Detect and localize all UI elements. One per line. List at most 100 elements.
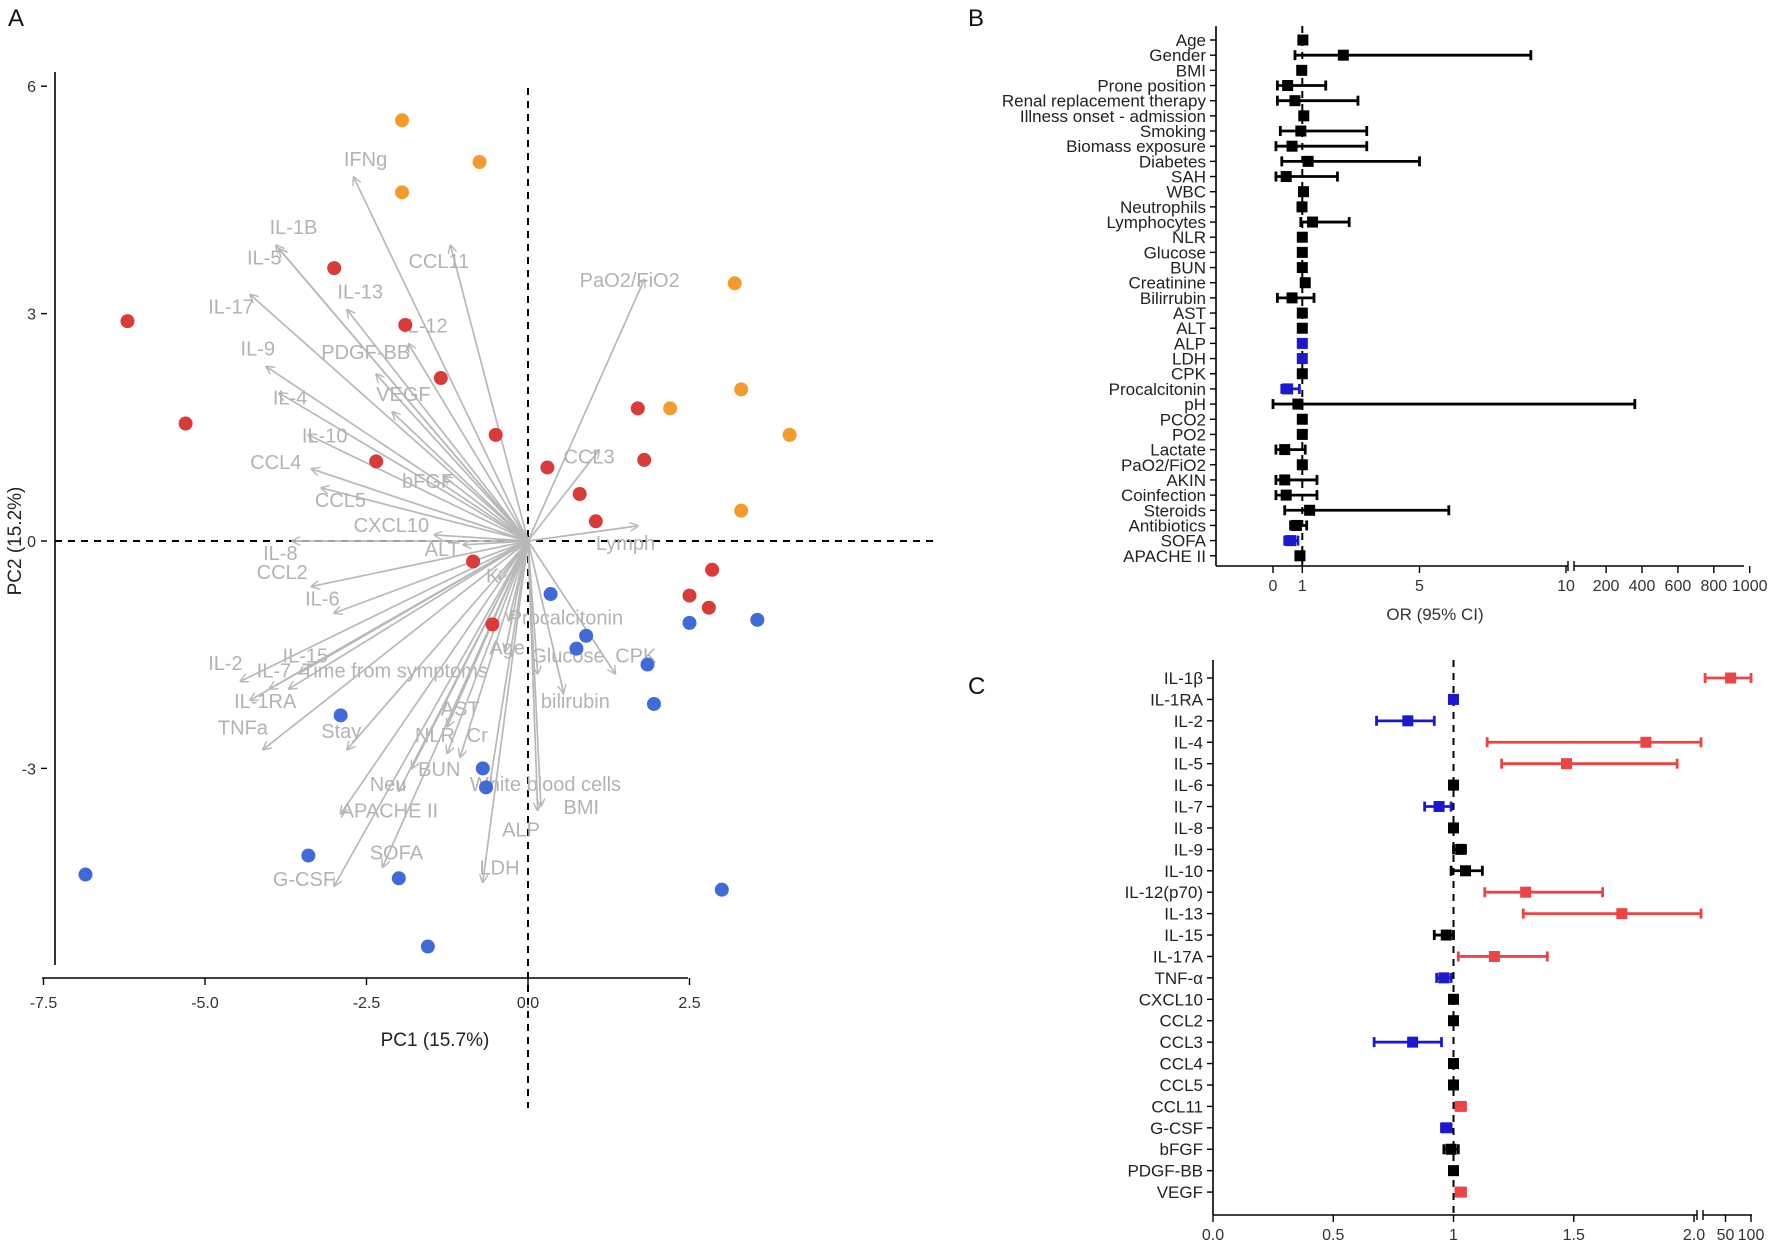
or-marker bbox=[1286, 292, 1298, 304]
or-marker bbox=[1295, 125, 1307, 137]
or-marker bbox=[1448, 1058, 1459, 1070]
data-point-blue bbox=[682, 615, 697, 630]
data-point-blue bbox=[391, 871, 406, 886]
loading-label: PDGF-BB bbox=[321, 342, 410, 364]
loading-label: IL-4 bbox=[273, 388, 307, 410]
row-label: CPK bbox=[1171, 365, 1207, 384]
x-tick-label: 10 bbox=[1557, 578, 1575, 595]
loading-vector bbox=[408, 344, 529, 542]
or-marker bbox=[1296, 64, 1308, 76]
row-label: IL-6 bbox=[1174, 776, 1203, 795]
loading-label: BUN bbox=[418, 759, 460, 781]
or-marker bbox=[1448, 1165, 1459, 1177]
loading-label: SOFA bbox=[370, 842, 424, 864]
loading-label: IL-10 bbox=[302, 425, 348, 447]
loading-vector bbox=[383, 540, 529, 867]
row-label: Gender bbox=[1149, 46, 1206, 65]
loading-label: IL-13 bbox=[337, 281, 383, 303]
data-point-orange bbox=[472, 155, 487, 169]
loading-label: IFNg bbox=[344, 149, 387, 171]
or-marker bbox=[1402, 715, 1414, 727]
data-point-red bbox=[433, 371, 448, 386]
or-marker bbox=[1280, 489, 1292, 501]
or-marker bbox=[1302, 155, 1314, 167]
row-label: IL-17A bbox=[1153, 947, 1204, 966]
row-label: AKIN bbox=[1166, 471, 1206, 490]
or-marker bbox=[1296, 353, 1308, 365]
or-marker bbox=[1448, 1015, 1459, 1027]
data-point-red bbox=[588, 514, 603, 529]
x-tick-label: 1000 bbox=[1732, 578, 1768, 595]
row-label: APACHE II bbox=[1123, 547, 1206, 566]
y-tick-label: 6 bbox=[27, 79, 36, 96]
row-label: AST bbox=[1173, 304, 1206, 323]
row-label: BUN bbox=[1170, 259, 1206, 278]
data-point-orange bbox=[734, 382, 749, 397]
data-point-blue bbox=[78, 867, 93, 882]
data-point-red bbox=[178, 416, 193, 431]
row-label: WBC bbox=[1166, 183, 1206, 202]
or-marker bbox=[1286, 140, 1298, 152]
loading-label: IL-9 bbox=[241, 338, 275, 360]
or-marker bbox=[1455, 843, 1467, 855]
or-marker bbox=[1294, 550, 1306, 562]
row-label: IL-8 bbox=[1174, 819, 1203, 838]
data-point-red bbox=[630, 401, 645, 416]
or-marker bbox=[1307, 216, 1319, 228]
data-point-blue bbox=[750, 612, 765, 627]
row-label: IL-10 bbox=[1164, 862, 1203, 881]
panel-c: C0.00.511.52.050100OR (95% CI)IL-1βIL-1R… bbox=[968, 660, 1764, 1255]
loading-vector bbox=[312, 469, 529, 542]
loading-label: IL-7 bbox=[257, 660, 291, 682]
loading-label: IL-1RA bbox=[234, 691, 297, 713]
x-tick-label: -5.0 bbox=[191, 995, 219, 1012]
x-tick-label: -7.5 bbox=[30, 995, 58, 1012]
loading-label: CCL4 bbox=[250, 452, 301, 474]
row-label: pH bbox=[1184, 395, 1206, 414]
or-marker bbox=[1282, 80, 1294, 92]
row-label: SOFA bbox=[1161, 532, 1207, 551]
data-point-orange bbox=[395, 185, 410, 200]
x-tick-label: 2.0 bbox=[1683, 1227, 1705, 1244]
data-point-blue bbox=[579, 628, 594, 643]
y-tick-label: 0 bbox=[27, 534, 36, 551]
loading-vector bbox=[354, 177, 529, 542]
loading-vector bbox=[399, 540, 529, 791]
x-tick-label: 600 bbox=[1665, 578, 1692, 595]
loading-label: IL-8 bbox=[263, 543, 297, 565]
or-marker bbox=[1296, 428, 1308, 440]
or-marker bbox=[1280, 171, 1292, 183]
row-label: Antibiotics bbox=[1129, 516, 1206, 535]
loading-vector bbox=[434, 535, 529, 542]
loading-vector bbox=[483, 540, 529, 882]
loading-label: bFGF bbox=[402, 471, 453, 493]
data-point-blue bbox=[543, 587, 558, 602]
loading-vector bbox=[376, 374, 529, 542]
row-label: TNF-α bbox=[1154, 969, 1203, 988]
x-tick-label: 1 bbox=[1298, 578, 1307, 595]
row-label: PCO2 bbox=[1160, 410, 1206, 429]
loading-label: IL-6 bbox=[305, 588, 339, 610]
loading-label: Age bbox=[489, 638, 525, 660]
data-point-red bbox=[369, 454, 384, 469]
loading-vector bbox=[447, 540, 529, 753]
loading-label: CCL11 bbox=[408, 251, 469, 273]
or-marker bbox=[1433, 801, 1445, 813]
loading-vector bbox=[250, 295, 529, 542]
loading-label: IL-17 bbox=[208, 297, 254, 319]
row-label: ALP bbox=[1174, 334, 1206, 353]
or-marker bbox=[1282, 383, 1294, 395]
data-point-blue bbox=[479, 780, 494, 795]
loading-label: PaO2/FiO2 bbox=[580, 270, 680, 292]
x-tick-label: 100 bbox=[1738, 1227, 1765, 1244]
row-label: CCL5 bbox=[1160, 1076, 1203, 1095]
loading-vector bbox=[308, 435, 529, 542]
loading-label: IL-5 bbox=[247, 247, 281, 269]
data-point-orange bbox=[663, 401, 678, 416]
x-tick-label: 2.5 bbox=[678, 995, 700, 1012]
or-marker bbox=[1616, 908, 1628, 920]
row-label: Renal replacement therapy bbox=[1002, 92, 1207, 111]
loading-vector bbox=[527, 540, 615, 674]
loading-vector bbox=[347, 540, 529, 749]
loading-vector bbox=[463, 541, 529, 545]
